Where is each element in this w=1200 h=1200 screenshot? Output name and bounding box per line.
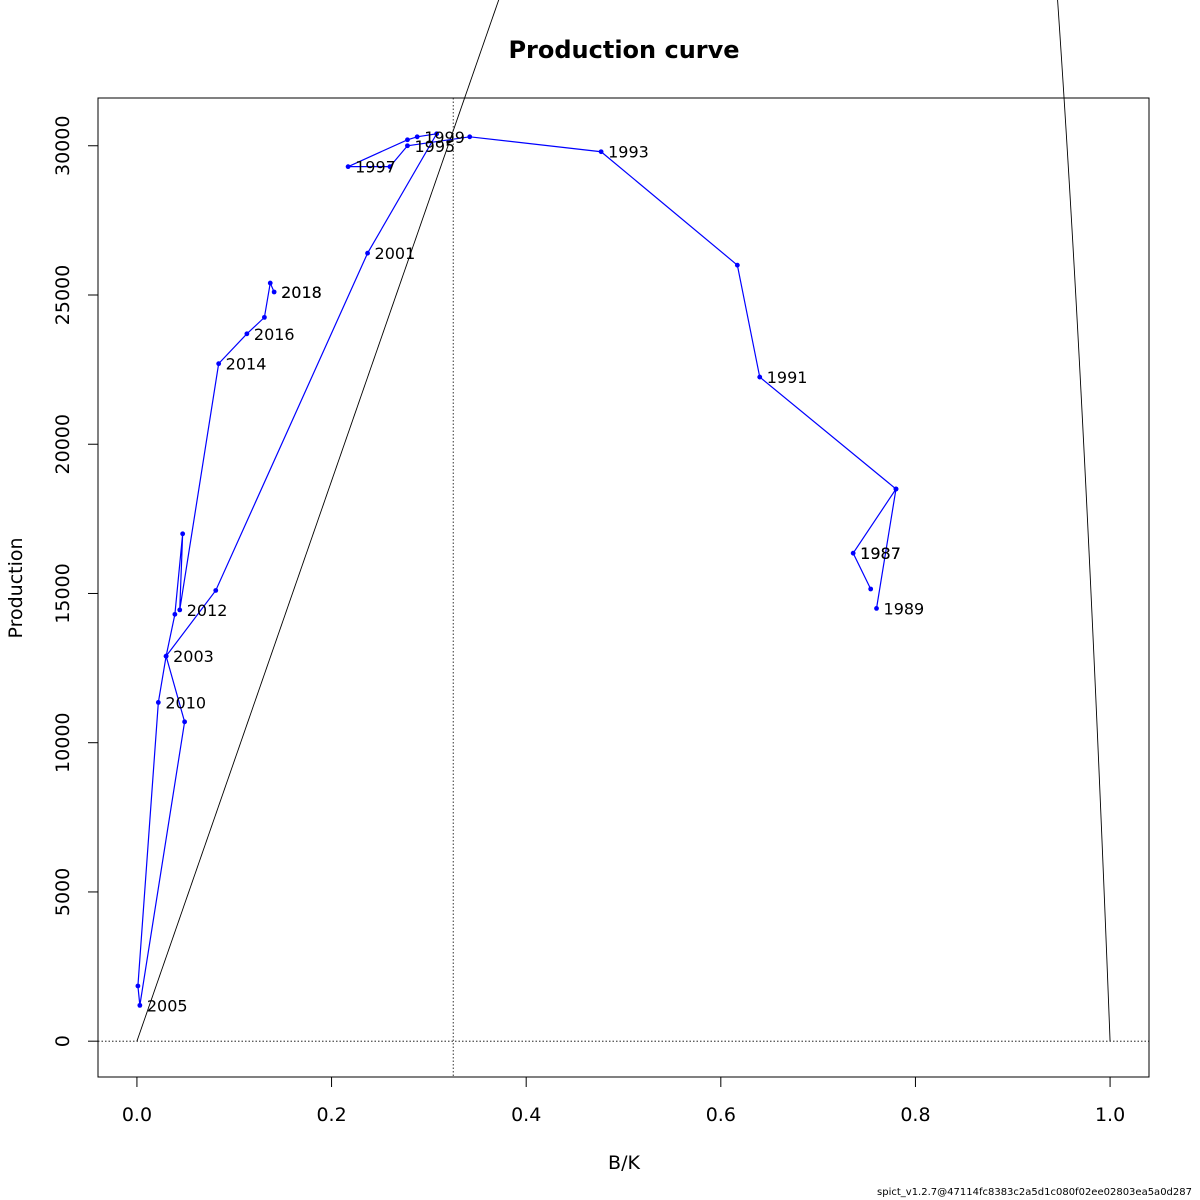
year-label-2003: 2003 — [173, 647, 214, 666]
year-label-1997: 1997 — [355, 158, 396, 177]
x-tick-label: 0.8 — [900, 1104, 930, 1126]
trajectory-point-2016 — [271, 289, 277, 295]
year-label-2016: 2016 — [254, 325, 295, 344]
trajectory-point-2000 — [434, 131, 440, 137]
y-tick-label: 0 — [52, 1035, 74, 1047]
year-label-2010: 2010 — [165, 693, 206, 712]
chart-title: Production curve — [508, 36, 739, 64]
y-tick-label: 20000 — [52, 414, 74, 474]
y-tick-label: 5000 — [52, 868, 74, 916]
year-label-1993: 1993 — [608, 143, 649, 162]
trajectory-point-1991 — [757, 374, 763, 380]
theoretical-production-curve — [136, 0, 1111, 1042]
trajectory-point-2008 — [163, 653, 169, 659]
x-tick-label: 0.6 — [706, 1104, 736, 1126]
x-tick-label: 0.4 — [511, 1104, 541, 1126]
trajectory-point-2010 — [180, 531, 186, 537]
year-label-2005: 2005 — [147, 996, 188, 1015]
version-footer: spict_v1.2.7@47114fc8383c2a5d1c080f02ee0… — [877, 1187, 1192, 1198]
trajectory-point-2015 — [267, 280, 273, 286]
year-label-2014: 2014 — [226, 355, 267, 374]
year-label-1991: 1991 — [767, 368, 808, 387]
trajectory-point-1998 — [405, 137, 410, 143]
year-label-1987: 1987 — [860, 544, 901, 563]
trajectory-point-1997 — [345, 164, 351, 170]
trajectory-point-1990 — [893, 486, 899, 492]
trajectory-point-2005 — [137, 1002, 143, 1008]
trajectory-point-2006 — [135, 983, 141, 989]
y-axis-label: Production — [5, 537, 27, 638]
year-label-2018: 2018 — [281, 283, 322, 302]
x-tick-label: 1.0 — [1095, 1104, 1125, 1126]
x-axis: 0.0 0.2 0.4 0.6 0.8 1.0 — [122, 1076, 1125, 1126]
year-label-1995: 1995 — [414, 137, 455, 156]
trajectory-point-1995 — [405, 143, 410, 149]
trajectory-point-2007 — [155, 700, 161, 705]
trajectory-point-2012 — [216, 361, 222, 367]
x-tick-label: 0.0 — [122, 1104, 152, 1126]
trajectory-point-2011 — [177, 607, 183, 613]
y-tick-label: 15000 — [52, 563, 74, 623]
trajectory-point-1986 — [868, 586, 874, 592]
trajectory-point-1987 — [850, 550, 856, 556]
trajectory-point-1999 — [414, 134, 420, 140]
trajectory-point-2013 — [244, 331, 250, 337]
year-labels-layer: 1987198719891991199319951997199920012003… — [147, 128, 924, 1016]
plot-area-frame — [97, 97, 1150, 1078]
reference-lines — [98, 98, 1149, 1077]
x-axis-label: B/K — [608, 1152, 640, 1174]
trajectory-point-2009 — [172, 611, 178, 617]
year-label-1999: 1999 — [424, 128, 465, 147]
year-label-2001: 2001 — [375, 244, 416, 263]
trajectory-point-1994 — [467, 134, 473, 140]
trajectory-point-2004 — [182, 719, 188, 725]
trajectory-point-1996 — [387, 164, 393, 170]
trajectory-point-1989 — [874, 605, 879, 611]
year-label-2012: 2012 — [187, 601, 228, 620]
trajectory-point-2001 — [365, 250, 370, 256]
trajectory-point-1992 — [734, 262, 740, 268]
trajectory-point-2014 — [262, 314, 267, 320]
theoretical-curve-layer — [136, 0, 1111, 1042]
y-tick-label: 30000 — [52, 116, 74, 176]
trajectory-point-2002 — [213, 588, 219, 593]
trajectory-line — [137, 133, 897, 1006]
y-tick-label: 25000 — [52, 265, 74, 325]
year-label-2018: 2018 — [281, 283, 322, 302]
trajectory-layer — [135, 131, 899, 1008]
year-label-1989: 1989 — [884, 599, 925, 618]
y-axis: 0 5000 10000 15000 20000 25000 30000 — [52, 116, 99, 1047]
x-tick-label: 0.2 — [316, 1104, 346, 1126]
year-label-1987: 1987 — [860, 544, 901, 563]
y-tick-label: 10000 — [52, 712, 74, 772]
trajectory-point-1993 — [598, 149, 604, 155]
